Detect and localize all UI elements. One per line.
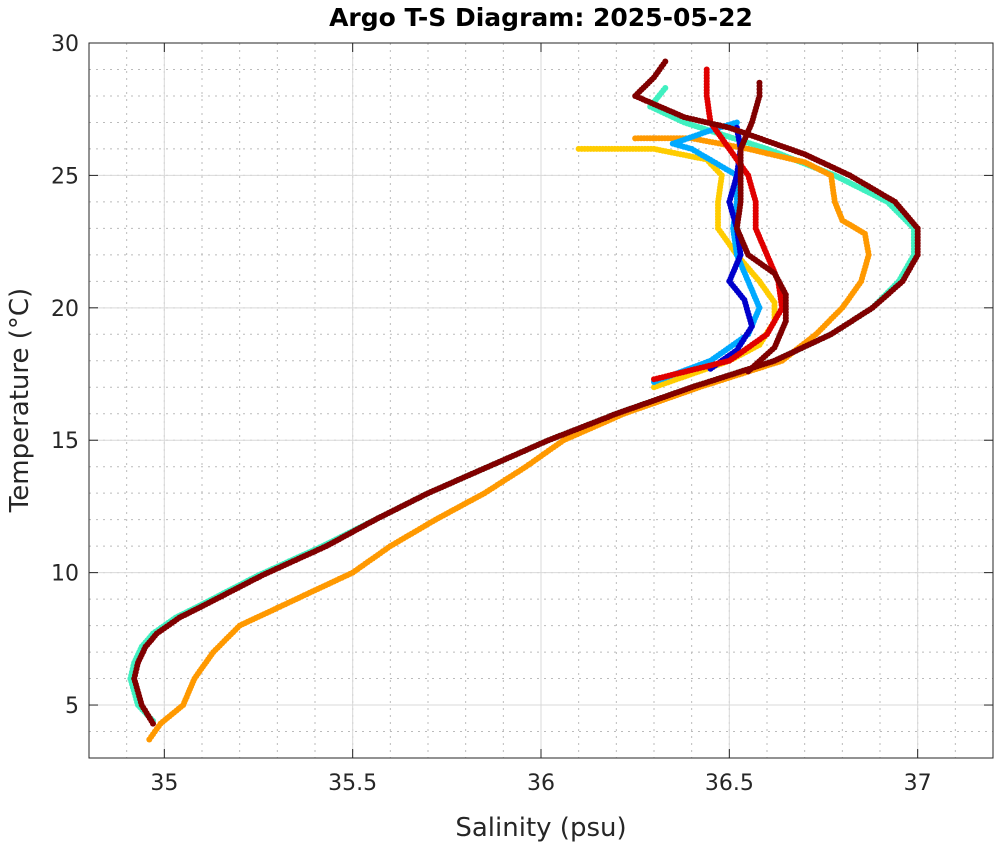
data-point (632, 135, 639, 142)
y-tick-label: 5 (65, 694, 79, 719)
profile-darkred (131, 58, 921, 727)
profile-darkred-2 (733, 79, 789, 375)
profile-orange (146, 135, 872, 743)
x-tick-label: 37 (904, 771, 932, 796)
profile-aquamarine (127, 85, 917, 724)
y-tick-label: 10 (51, 562, 79, 587)
x-tick-label: 35 (150, 771, 178, 796)
x-tick-label: 35.5 (328, 771, 377, 796)
ticks: 35 35.5 36 36.5 37 5 10 15 20 25 30 (51, 32, 993, 796)
chart-title: Argo T-S Diagram: 2025-05-22 (329, 3, 753, 32)
x-tick-label: 36.5 (705, 771, 754, 796)
x-axis-label: Salinity (psu) (455, 813, 626, 843)
data-point (575, 145, 582, 152)
y-tick-label: 30 (51, 32, 79, 57)
grid (88, 42, 994, 759)
data-point (662, 58, 669, 65)
y-axis-label: Temperature (°C) (5, 288, 35, 513)
data-points (127, 58, 921, 743)
data-point (756, 79, 763, 86)
data-point (703, 66, 710, 73)
data-point (733, 119, 740, 126)
data-point (662, 85, 669, 92)
x-tick-label: 36 (527, 771, 555, 796)
y-tick-label: 20 (51, 297, 79, 322)
y-tick-label: 15 (51, 429, 79, 454)
y-tick-label: 25 (51, 164, 79, 189)
